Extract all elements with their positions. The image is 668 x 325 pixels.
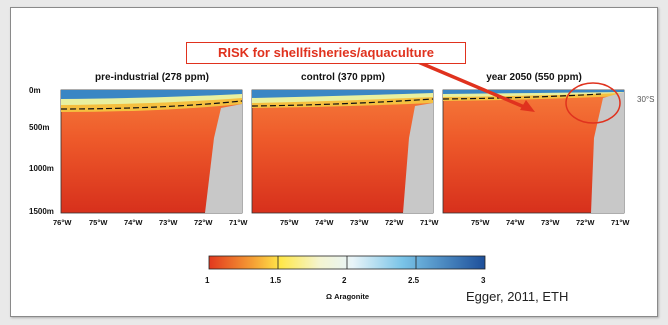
depth-label: 1500m	[29, 207, 54, 216]
lon-label: 75°W	[471, 218, 490, 227]
lon-label: 74°W	[506, 218, 525, 227]
colorbar-tick-label: 2	[342, 276, 347, 285]
panel-2-title: control (370 ppm)	[301, 72, 385, 83]
lon-label: 75°W	[89, 218, 108, 227]
depth-label: 500m	[29, 123, 50, 132]
lon-label: 73°W	[350, 218, 369, 227]
lon-label: 72°W	[385, 218, 404, 227]
slide-frame: RISK for shellfisheries/aquaculture pre-…	[10, 7, 658, 317]
latitude-label: 30°S	[637, 95, 655, 104]
depth-label: 0m	[29, 86, 41, 95]
colorbar-tick-label: 1.5	[270, 276, 282, 285]
lon-label: 71°W	[611, 218, 630, 227]
credit-text: Egger, 2011, ETH	[466, 289, 569, 304]
depth-label: 1000m	[29, 164, 54, 173]
lon-label: 71°W	[420, 218, 439, 227]
panel-1-plot	[60, 89, 243, 214]
lon-label: 74°W	[124, 218, 143, 227]
risk-callout: RISK for shellfisheries/aquaculture	[186, 42, 466, 64]
panel-3-plot	[442, 89, 625, 214]
colorbar-tick-label: 1	[205, 276, 210, 285]
lon-label: 74°W	[315, 218, 334, 227]
panel-3-title: year 2050 (550 ppm)	[486, 72, 582, 83]
lon-label: 72°W	[194, 218, 213, 227]
panel-1-title: pre-industrial (278 ppm)	[95, 72, 209, 83]
colorbar-tick-label: 3	[481, 276, 486, 285]
highlight-circle	[565, 82, 621, 124]
lon-label: 73°W	[159, 218, 178, 227]
lon-label: 72°W	[576, 218, 595, 227]
lon-label: 76°W	[53, 218, 72, 227]
lon-label: 75°W	[280, 218, 299, 227]
lon-label: 73°W	[541, 218, 560, 227]
colorbar-tick-label: 2.5	[408, 276, 420, 285]
lon-label: 71°W	[229, 218, 248, 227]
panel-2-plot	[251, 89, 434, 214]
colorbar-title: Ω Aragonite	[326, 292, 370, 301]
figure-graphics	[60, 57, 625, 270]
callout-arrow	[410, 57, 530, 111]
